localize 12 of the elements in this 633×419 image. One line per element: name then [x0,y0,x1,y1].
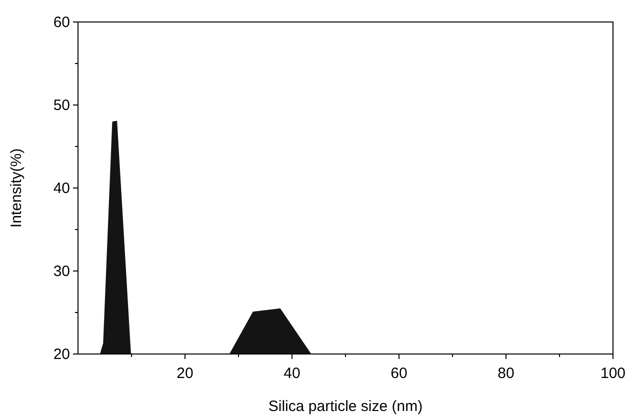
y-tick-label: 20 [53,346,70,363]
x-tick-label: 40 [284,365,300,382]
y-axis-title: Intensity(%) [8,148,25,228]
x-tick-label: 80 [498,365,514,382]
y-tick-label: 50 [53,97,70,114]
y-tick-label: 30 [53,263,70,280]
x-axis-title: Silica particle size (nm) [268,398,423,415]
y-tick-label: 40 [53,180,70,197]
x-tick-label: 100 [600,365,626,382]
x-tick-label: 20 [176,365,194,382]
y-tick-label: 60 [53,14,70,31]
x-tick-label: 60 [390,365,408,382]
